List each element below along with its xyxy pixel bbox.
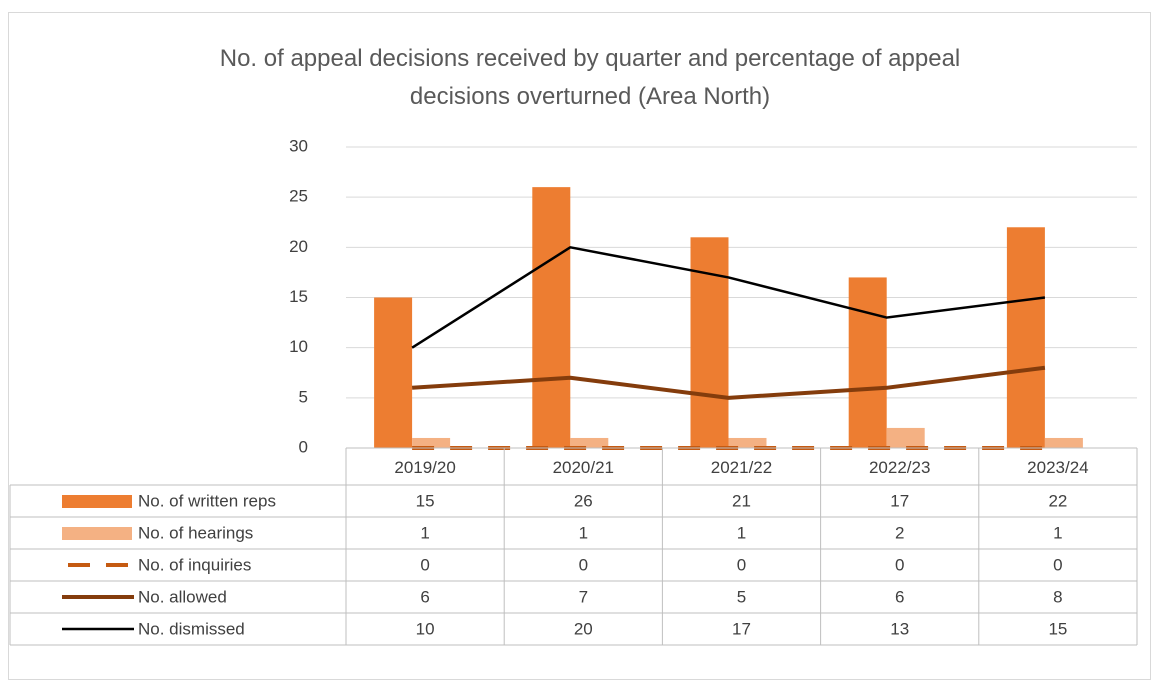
line-series — [411, 246, 1046, 349]
table-value: 26 — [574, 491, 593, 510]
table-value: 17 — [732, 619, 751, 638]
y-tick-label: 25 — [289, 187, 308, 206]
table-value: 1 — [737, 523, 746, 542]
chart-border — [8, 12, 1151, 680]
bar — [886, 427, 925, 448]
legend-label: No. of inquiries — [138, 555, 251, 574]
table-value: 6 — [420, 587, 429, 606]
table-value: 5 — [737, 587, 746, 606]
x-tick-label: 2020/21 — [553, 458, 614, 477]
table-value: 0 — [1053, 555, 1062, 574]
legend-label: No. of hearings — [138, 523, 253, 542]
bar — [570, 437, 609, 448]
table-value: 21 — [732, 491, 751, 510]
table-value: 13 — [890, 619, 909, 638]
table-value: 0 — [420, 555, 429, 574]
table-value: 1 — [579, 523, 588, 542]
bar — [1006, 227, 1045, 448]
table-value: 2 — [895, 523, 904, 542]
chart-title: No. of appeal decisions received by quar… — [220, 45, 961, 110]
bar — [532, 187, 571, 448]
table-value: 20 — [574, 619, 593, 638]
bar — [728, 437, 767, 448]
table-value: 22 — [1048, 491, 1067, 510]
table-value: 0 — [737, 555, 746, 574]
y-tick-label: 0 — [299, 437, 308, 456]
table-value: 1 — [1053, 523, 1062, 542]
legend-label: No. of written reps — [138, 491, 276, 510]
table-value: 10 — [416, 619, 435, 638]
bar — [374, 297, 413, 448]
bar — [848, 277, 887, 448]
x-tick-label: 2021/22 — [711, 458, 772, 477]
table-value: 6 — [895, 587, 904, 606]
table-value: 17 — [890, 491, 909, 510]
table-value: 15 — [1048, 619, 1067, 638]
table-value: 15 — [416, 491, 435, 510]
legend-swatch — [62, 495, 132, 508]
bar — [412, 437, 451, 448]
x-tick-label: 2023/24 — [1027, 458, 1088, 477]
table-value: 0 — [895, 555, 904, 574]
y-tick-label: 20 — [289, 237, 308, 256]
y-tick-label: 15 — [289, 287, 308, 306]
x-tick-label: 2022/23 — [869, 458, 930, 477]
legend-label: No. allowed — [138, 587, 227, 606]
bar — [1044, 437, 1083, 448]
x-tick-label: 2019/20 — [394, 458, 455, 477]
legend-swatch — [62, 527, 132, 540]
table-value: 8 — [1053, 587, 1062, 606]
table-value: 1 — [420, 523, 429, 542]
legend-label: No. dismissed — [138, 619, 245, 638]
table-value: 0 — [579, 555, 588, 574]
y-tick-label: 30 — [289, 136, 308, 155]
line-series — [411, 365, 1046, 400]
table-value: 7 — [579, 587, 588, 606]
y-tick-label: 5 — [299, 387, 308, 406]
bar — [690, 237, 729, 448]
y-tick-label: 10 — [289, 337, 308, 356]
